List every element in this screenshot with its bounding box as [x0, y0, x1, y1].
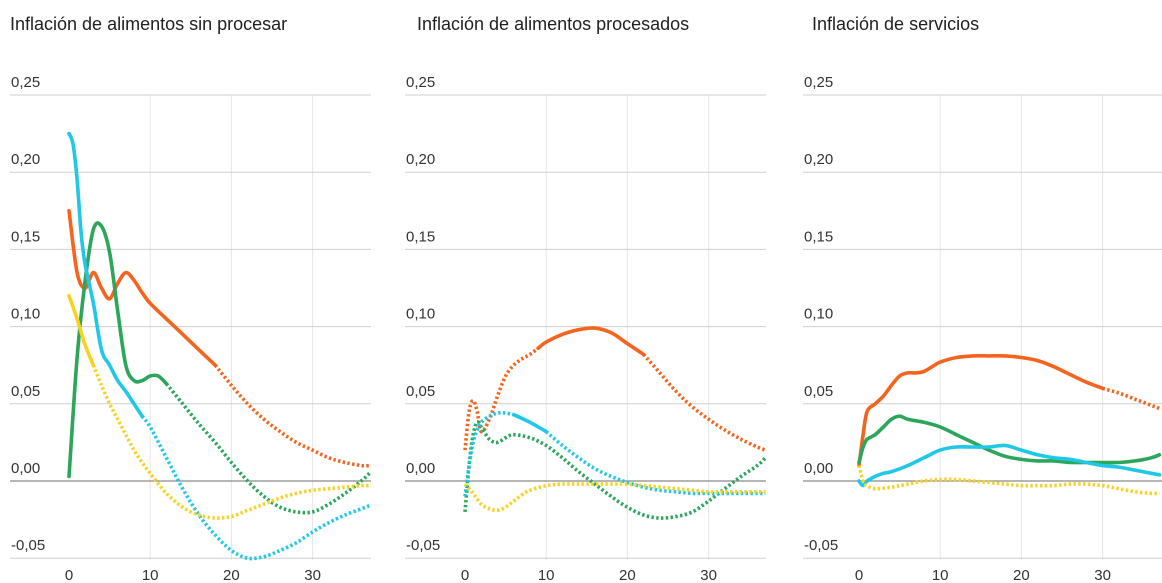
series-line-4-solid	[67, 293, 96, 367]
y-tick-label: 0,10	[11, 306, 40, 323]
series-line-4-dotted	[463, 482, 766, 513]
series-line-3-solid	[511, 412, 548, 434]
x-tick-label: 10	[932, 567, 949, 583]
series-line-4-dotted	[857, 465, 1160, 496]
series-line-1-solid	[536, 326, 646, 357]
y-tick-label: 0,15	[11, 228, 40, 245]
series-line-1-solid	[67, 209, 217, 367]
series-line-2-dotted	[463, 420, 767, 520]
chart-title: Inflación de alimentos procesados	[417, 14, 689, 34]
series-line-3-dotted	[463, 410, 515, 497]
x-tick-label: 30	[700, 567, 717, 583]
x-tick-label: 20	[619, 567, 636, 583]
x-tick-label: 20	[223, 567, 240, 583]
y-tick-label: 0,00	[804, 460, 833, 477]
series-line-1-solid	[857, 354, 1105, 468]
y-tick-label: -0,05	[804, 537, 838, 554]
chart-panel: Inflación de alimentos procesados 0,25 0,2…	[405, 14, 767, 583]
chart-panel: Inflación de servicios 0,25 0,20 0,15 0,10 0,…	[803, 14, 1162, 583]
x-tick-label: 30	[304, 567, 321, 583]
series-line-1-dotted	[642, 353, 767, 452]
series-line-2-solid	[857, 414, 1162, 465]
y-tick-label: 0,00	[11, 460, 40, 477]
y-tick-label: 0,25	[406, 74, 435, 91]
y-tick-label: 0,10	[406, 306, 435, 323]
y-tick-label: 0,15	[406, 228, 435, 245]
series-line-4-dotted	[91, 364, 370, 520]
y-tick-label: 0,05	[406, 383, 435, 400]
x-tick-label: 30	[1094, 567, 1111, 583]
x-tick-label: 0	[461, 567, 469, 583]
y-tick-label: 0,00	[406, 460, 435, 477]
y-tick-label: 0,05	[11, 383, 40, 400]
series-line-1-dotted	[463, 346, 540, 451]
y-tick-label: -0,05	[11, 537, 45, 554]
y-tick-label: 0,20	[11, 151, 40, 168]
series-line-2-solid	[67, 221, 169, 479]
x-tick-label: 10	[142, 567, 159, 583]
y-tick-label: 0,25	[804, 74, 833, 91]
x-tick-label: 20	[1013, 567, 1030, 583]
x-tick-label: 0	[855, 567, 863, 583]
series-line-1-dotted	[1102, 386, 1161, 411]
x-tick-label: 10	[538, 567, 555, 583]
series-line-1-dotted	[213, 364, 370, 468]
y-tick-label: 0,25	[11, 74, 40, 91]
series-line-3-solid	[67, 131, 144, 418]
series-line-2-dotted	[164, 382, 371, 515]
y-tick-label: 0,10	[804, 306, 833, 323]
series-line-3-dotted	[140, 415, 371, 561]
chart-panel: Inflación de alimentos sin procesar 0,25 0…	[10, 14, 371, 583]
chart-title: Inflación de alimentos sin procesar	[10, 14, 287, 34]
y-tick-label: 0,20	[804, 151, 833, 168]
y-tick-label: 0,15	[804, 228, 833, 245]
y-tick-label: 0,20	[406, 151, 435, 168]
series-line-3-solid	[857, 443, 1162, 488]
x-tick-label: 0	[65, 567, 73, 583]
y-tick-label: -0,05	[406, 537, 440, 554]
y-tick-label: 0,05	[804, 383, 833, 400]
chart-title: Inflación de servicios	[812, 14, 979, 34]
